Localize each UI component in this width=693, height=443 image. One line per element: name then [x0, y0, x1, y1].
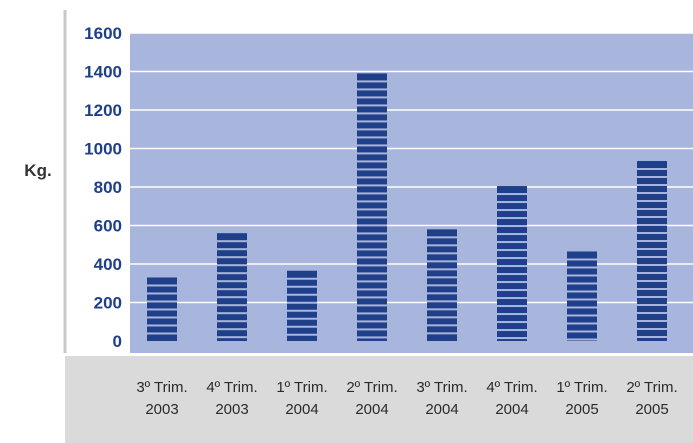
- x-tick-label: 2º Trim. 2004: [346, 379, 397, 418]
- y-tick-label: 400: [94, 255, 122, 274]
- x-tick-label: 4º Trim. 2003: [206, 379, 257, 418]
- y-tick-label: 600: [94, 217, 122, 236]
- bars: [147, 73, 667, 342]
- y-tick-labels: 0 200 400 600 800 1000 1200 1400 1600: [84, 24, 122, 351]
- bar: [637, 161, 667, 341]
- bar: [497, 186, 527, 341]
- x-tick-label: 3º Trim. 2004: [416, 379, 467, 418]
- bar: [567, 251, 597, 341]
- bar: [217, 233, 247, 341]
- bar: [427, 229, 457, 341]
- x-tick-label: 4º Trim. 2004: [486, 379, 537, 418]
- y-tick-label: 200: [94, 294, 122, 313]
- x-tick-labels: 3º Trim. 2003 4º Trim. 2003 1º Trim. 2004 2º T…: [136, 379, 677, 418]
- x-tick-label: 3º Trim. 2003: [136, 379, 187, 418]
- y-tick-label: 800: [94, 178, 122, 197]
- plot-background: [130, 33, 693, 353]
- y-tick-label: 1000: [84, 140, 122, 159]
- y-tick-label: 1200: [84, 101, 122, 120]
- y-axis-label: Kg.: [24, 161, 51, 180]
- x-tick-label: 2º Trim. 2005: [626, 379, 677, 418]
- x-tick-label: 1º Trim. 2005: [556, 379, 607, 418]
- x-axis-band: [65, 356, 693, 443]
- y-tick-label: 0: [113, 332, 122, 351]
- bar: [147, 277, 177, 341]
- bar: [357, 73, 387, 342]
- bar: [287, 270, 317, 341]
- x-tick-label: 1º Trim. 2004: [276, 379, 327, 418]
- y-tick-label: 1600: [84, 24, 122, 43]
- y-tick-label: 1400: [84, 63, 122, 82]
